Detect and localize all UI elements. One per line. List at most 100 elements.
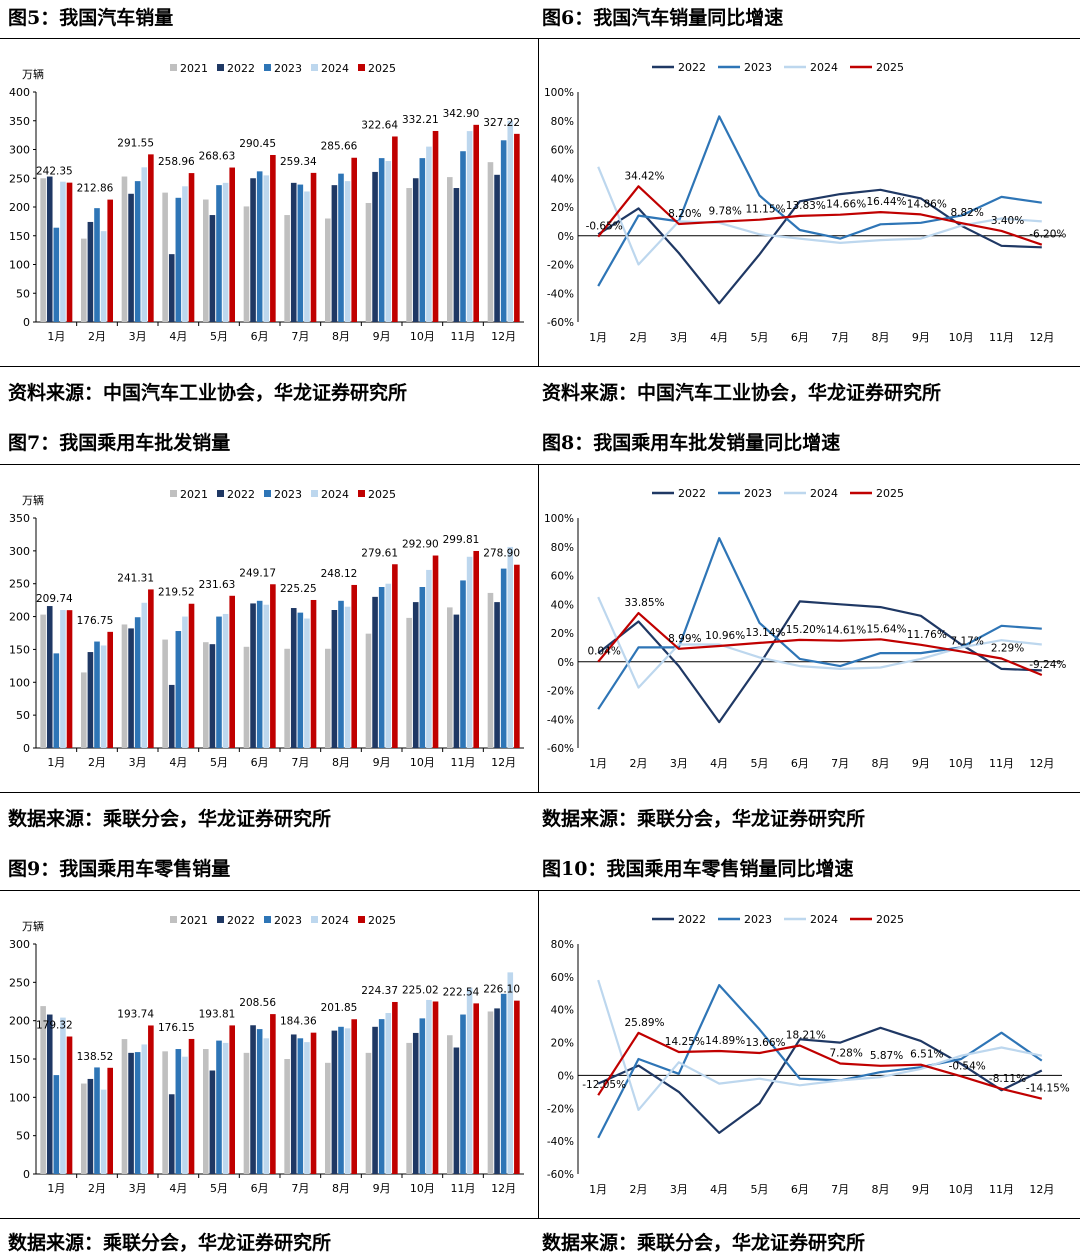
divider <box>538 38 539 366</box>
bar-2024 <box>426 146 432 322</box>
bar-2022 <box>87 652 94 748</box>
x-tick-label: 11月 <box>451 756 476 769</box>
data-label-2025: 3.40% <box>991 215 1024 227</box>
y-tick-label: 0 <box>23 742 30 755</box>
fig7-title: 图7：我国乘用车批发销量 <box>8 432 231 454</box>
x-tick-label: 7月 <box>291 756 309 769</box>
bar-2024 <box>507 120 514 322</box>
y-tick-label: 300 <box>9 144 30 157</box>
legend-label-2024: 2024 <box>321 488 349 501</box>
divider <box>538 464 539 792</box>
bar-2025 <box>188 1038 195 1174</box>
bar-2023 <box>53 653 60 748</box>
x-tick-label: 6月 <box>251 756 269 769</box>
series-line-2023 <box>597 115 1042 287</box>
fig5-title: 图5：我国汽车销量 <box>8 7 174 29</box>
bar-2022 <box>209 644 216 748</box>
bar-2022 <box>128 193 134 322</box>
data-label-2025: 2.29% <box>991 642 1024 654</box>
bar-2024 <box>60 1017 66 1174</box>
bar-2021 <box>447 177 453 322</box>
bar-2025 <box>310 599 317 748</box>
bar-2024 <box>344 181 351 322</box>
x-tick-label: 12月 <box>1029 1183 1054 1196</box>
bar-2022 <box>87 221 94 322</box>
bar-2023 <box>256 171 263 322</box>
data-label-2025: 248.12 <box>321 568 358 580</box>
bar-2023 <box>53 1075 60 1174</box>
series-line-2022 <box>597 1026 1043 1134</box>
y-axis-unit-label: 万辆 <box>22 493 44 507</box>
bar-2024 <box>263 1038 270 1174</box>
legend-label-2022: 2022 <box>227 914 255 927</box>
y-tick-label: 100% <box>544 87 574 99</box>
fig8-chart: 2022 2023 2024 2025 -60% -40% -20% 0% 20% 40% 60% 8… <box>544 487 1066 770</box>
x-tick-label: 11月 <box>451 330 476 343</box>
data-label-2025: 179.32 <box>36 1020 73 1032</box>
x-tick-label: 9月 <box>373 330 391 343</box>
y-tick-label: 60% <box>551 571 574 583</box>
y-tick-label: 300 <box>9 545 30 558</box>
series-line-2025 <box>597 185 1043 246</box>
bar-2022 <box>453 614 460 748</box>
legend-swatch-2024 <box>311 916 318 923</box>
data-label-2025: 285.66 <box>321 141 358 153</box>
x-tick-label: 10月 <box>949 331 974 344</box>
data-label-2025: 8.99% <box>668 633 701 645</box>
bar-2025 <box>107 631 113 748</box>
x-tick-label: 12月 <box>491 330 516 343</box>
legend-label-2024: 2024 <box>321 62 349 75</box>
data-label-2025: 268.63 <box>199 151 236 163</box>
bar-2024 <box>100 645 107 748</box>
x-tick-label: 10月 <box>410 756 435 769</box>
legend-label-2024: 2024 <box>810 61 838 74</box>
bar-2025 <box>188 173 195 322</box>
x-tick-label: 4月 <box>169 1182 187 1195</box>
data-label-2025: 242.35 <box>36 166 73 178</box>
x-tick-label: 7月 <box>831 331 849 344</box>
bar-2021 <box>243 646 250 748</box>
data-label-2025: 184.36 <box>280 1016 317 1028</box>
bar-2022 <box>209 1070 216 1174</box>
bar-2023 <box>53 227 60 322</box>
bar-2023 <box>175 631 182 748</box>
bar-2025 <box>148 1025 154 1174</box>
bar-2022 <box>168 1094 175 1174</box>
x-tick-label: 4月 <box>710 757 728 770</box>
legend-label-2022: 2022 <box>678 913 706 926</box>
x-tick-label: 11月 <box>451 1182 476 1195</box>
bar-2021 <box>121 176 128 322</box>
bar-2021 <box>447 1035 453 1174</box>
bar-2021 <box>487 1011 494 1174</box>
bar-2021 <box>81 238 87 322</box>
data-label-2025: 222.54 <box>443 986 480 998</box>
divider <box>0 38 1080 39</box>
x-tick-label: 4月 <box>710 331 728 344</box>
legend-swatch-2022 <box>217 916 224 923</box>
legend-label-2023: 2023 <box>744 487 772 500</box>
bar-2023 <box>297 612 304 748</box>
bar-2022 <box>494 174 500 322</box>
x-tick-label: 2月 <box>630 331 648 344</box>
legend-swatch-2022 <box>217 64 224 71</box>
data-label-2025: 225.25 <box>280 583 317 595</box>
bar-2022 <box>494 1008 500 1174</box>
bar-2025 <box>392 1001 398 1174</box>
y-tick-label: -20% <box>547 1103 574 1115</box>
y-tick-label: 0% <box>557 1070 574 1082</box>
y-tick-label: -60% <box>547 317 574 329</box>
x-tick-label: 2月 <box>630 1183 648 1196</box>
data-label-2025: 279.61 <box>361 547 398 559</box>
x-tick-label: 3月 <box>670 757 688 770</box>
legend-label-2023: 2023 <box>274 62 302 75</box>
y-tick-label: -60% <box>547 1169 574 1181</box>
x-tick-label: 9月 <box>912 757 930 770</box>
bar-2025 <box>66 1036 73 1174</box>
x-tick-label: 2月 <box>88 756 106 769</box>
x-tick-label: 6月 <box>251 1182 269 1195</box>
bar-2024 <box>222 1042 229 1174</box>
bar-2022 <box>453 1047 460 1174</box>
series-line-2025 <box>597 612 1043 677</box>
bar-2025 <box>432 130 439 322</box>
y-tick-label: 20% <box>551 202 574 214</box>
